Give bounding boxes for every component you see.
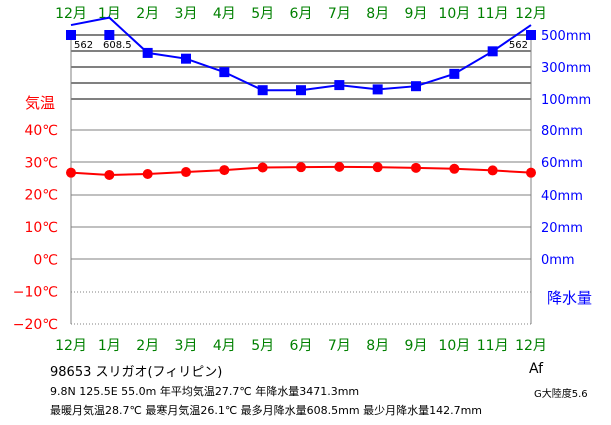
month-label: 4月 — [213, 338, 236, 354]
station-name: 98653 スリガオ(フィリピン) — [50, 365, 223, 380]
precipitation-line — [70, 16, 532, 92]
temperature-tick-label: 0℃ — [33, 252, 58, 268]
precipitation-point — [142, 47, 153, 58]
temperature-axis: 気温 40℃ 30℃ 20℃ 10℃ 0℃ −10℃ −20℃ — [13, 94, 58, 333]
climate-classification: Af — [529, 361, 544, 377]
month-label: 5月 — [251, 338, 274, 354]
precipitation-axis: 500mm 300mm 100mm 80mm 60mm 40mm 20mm 0mm 降水量 — [541, 29, 592, 307]
temperature-point — [181, 167, 191, 178]
temperature-tick-label: 10℃ — [24, 220, 58, 236]
precipitation-point — [411, 81, 421, 92]
temperature-point — [296, 162, 306, 173]
temperature-point — [142, 168, 153, 179]
precipitation-tick-label: 40mm — [541, 189, 583, 204]
precipitation-point — [372, 84, 383, 95]
precipitation-axis-title: 降水量 — [547, 289, 592, 307]
precipitation-point — [104, 30, 115, 40]
month-label: 11月 — [477, 338, 509, 354]
precipitation-series: 562 608.5 562 — [66, 16, 536, 96]
temperature-point — [334, 161, 345, 172]
temperature-tick-label: 30℃ — [24, 155, 58, 171]
month-label: 3月 — [175, 6, 198, 22]
temperature-point — [219, 165, 230, 176]
precipitation-point — [181, 53, 191, 64]
month-label: 3月 — [175, 338, 198, 354]
temperature-series — [66, 161, 536, 180]
month-label: 8月 — [366, 6, 389, 22]
precipitation-point — [449, 68, 460, 79]
temperature-point — [526, 167, 536, 178]
continentality-index: G大陸度5.6 — [534, 389, 588, 400]
temperature-point — [449, 163, 460, 174]
precipitation-point — [219, 67, 230, 78]
precipitation-tick-label: 500mm — [541, 29, 591, 44]
station-extremes: 最暖月気温28.7℃ 最寒月気温26.1℃ 最多月降水量608.5mm 最少月降… — [50, 404, 483, 417]
month-label: 6月 — [290, 338, 313, 354]
temperature-point — [257, 162, 268, 173]
precipitation-point — [257, 85, 268, 96]
precipitation-tick-label: 100mm — [541, 93, 591, 108]
precipitation-tick-label: 20mm — [541, 221, 583, 236]
temperature-tick-label: 40℃ — [24, 123, 58, 139]
month-label: 12月 — [515, 6, 547, 22]
precipitation-point — [487, 46, 498, 57]
temperature-tick-label: −10℃ — [13, 285, 58, 301]
month-label: 8月 — [366, 338, 389, 354]
precipitation-tick-label: 60mm — [541, 156, 583, 171]
month-label: 9月 — [405, 338, 428, 354]
precipitation-point — [526, 30, 536, 40]
temperature-point — [66, 167, 76, 178]
month-label: 6月 — [290, 6, 313, 22]
month-label: 12月 — [55, 338, 87, 354]
temperature-axis-title: 気温 — [25, 94, 55, 112]
month-label: 4月 — [213, 6, 236, 22]
station-info: 9.8N 125.5E 55.0m 年平均気温27.7℃ 年降水量3471.3m… — [50, 385, 360, 398]
temperature-tick-label: −20℃ — [13, 317, 58, 333]
month-label: 7月 — [328, 338, 351, 354]
month-label: 12月 — [55, 6, 87, 22]
month-label: 10月 — [438, 6, 470, 22]
month-label: 9月 — [405, 6, 428, 22]
chart-grid — [70, 34, 532, 325]
month-label: 2月 — [136, 6, 159, 22]
precipitation-point — [296, 85, 306, 96]
temperature-point — [487, 165, 498, 176]
precipitation-data-label: 562 — [74, 40, 93, 51]
month-label: 2月 — [136, 338, 159, 354]
temperature-point — [411, 162, 421, 173]
month-label: 11月 — [477, 6, 509, 22]
month-label: 10月 — [438, 338, 470, 354]
month-label: 1月 — [98, 338, 121, 354]
precipitation-tick-label: 300mm — [541, 61, 591, 76]
month-labels: 12月12月1月1月2月2月3月3月4月4月5月5月6月6月7月7月8月8月9月… — [55, 6, 547, 354]
month-label: 12月 — [515, 338, 547, 354]
month-label: 7月 — [328, 6, 351, 22]
temperature-tick-label: 20℃ — [24, 188, 58, 204]
precipitation-data-label: 608.5 — [103, 40, 132, 51]
precipitation-point — [66, 30, 76, 40]
precipitation-tick-label: 0mm — [541, 253, 575, 268]
precipitation-data-label: 562 — [509, 40, 528, 51]
temperature-point — [104, 169, 115, 180]
month-label: 5月 — [251, 6, 274, 22]
precipitation-point — [334, 80, 345, 91]
precipitation-tick-label: 80mm — [541, 124, 583, 139]
temperature-point — [372, 162, 383, 173]
